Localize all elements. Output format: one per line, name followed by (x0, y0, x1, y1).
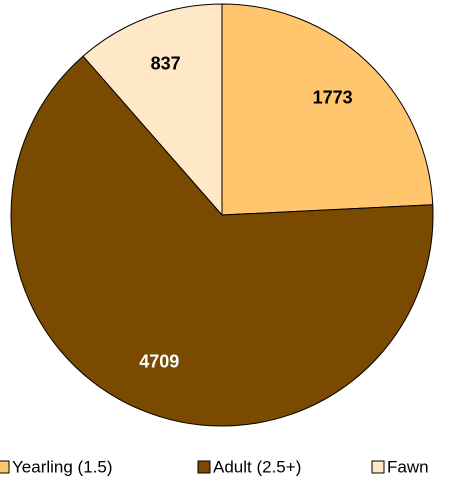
pie-slice (82, 3, 223, 217)
legend-swatch (371, 460, 385, 474)
legend-swatch (197, 460, 211, 474)
pie-slice (221, 3, 434, 216)
data-label: 4709 (139, 351, 179, 371)
legend-label: Fawn (387, 457, 429, 476)
data-label: 1773 (313, 88, 353, 108)
data-label: 837 (151, 54, 181, 74)
legend-label: Adult (2.5+) (213, 457, 301, 476)
pie-slice (10, 55, 434, 427)
legend-swatch (0, 460, 10, 474)
legend-label: Yearling (1.5) (12, 457, 113, 476)
